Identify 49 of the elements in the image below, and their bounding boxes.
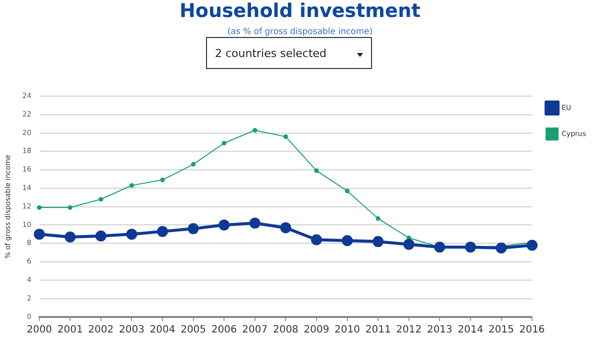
point	[34, 228, 45, 240]
point	[64, 231, 76, 242]
point	[188, 223, 199, 234]
point	[376, 216, 380, 221]
point	[372, 236, 384, 248]
point	[434, 242, 446, 253]
x-tick-label: 2015	[488, 324, 514, 336]
x-tick-label: 2007	[242, 324, 268, 336]
point	[126, 228, 138, 240]
point	[95, 230, 106, 242]
point	[37, 205, 42, 210]
x-tick-label: 2008	[272, 324, 298, 336]
point	[342, 235, 353, 246]
point	[314, 168, 319, 174]
chart-title: Household investment	[178, 0, 422, 22]
x-tick-label: 2006	[211, 324, 237, 336]
point	[310, 234, 322, 246]
x-tick-label: 2011	[365, 324, 391, 336]
dropdown-field: 2 countries selected	[206, 37, 372, 69]
chart-subtitle: (as % of gross disposable income)	[226, 27, 374, 37]
point	[156, 226, 168, 237]
x-tick-label: 2009	[304, 324, 330, 336]
x-tick-label: 2012	[396, 324, 422, 336]
x-tick-label: 2002	[88, 324, 114, 336]
point	[222, 140, 226, 146]
point	[160, 178, 165, 182]
point	[249, 218, 260, 229]
point	[403, 238, 414, 250]
point	[98, 196, 104, 202]
x-tick-label: 2013	[426, 324, 452, 336]
x-tick-label: 2000	[26, 324, 52, 336]
point	[252, 128, 258, 133]
x-tick-label: 2016	[519, 324, 545, 336]
x-tick-label: 2005	[180, 324, 206, 336]
x-tick-label: 2003	[118, 324, 144, 336]
point	[280, 222, 292, 234]
x-tick-label: 2001	[57, 324, 83, 336]
point	[68, 205, 72, 210]
point	[190, 162, 196, 167]
point	[526, 240, 538, 251]
point	[283, 134, 288, 139]
point	[464, 242, 476, 253]
point	[496, 242, 507, 254]
x-tick-label: 2014	[458, 324, 484, 336]
point	[344, 188, 350, 194]
point	[218, 220, 230, 230]
point	[129, 183, 134, 188]
x-tick-label: 2010	[334, 324, 360, 336]
x-tick-label: 2004	[150, 324, 176, 336]
